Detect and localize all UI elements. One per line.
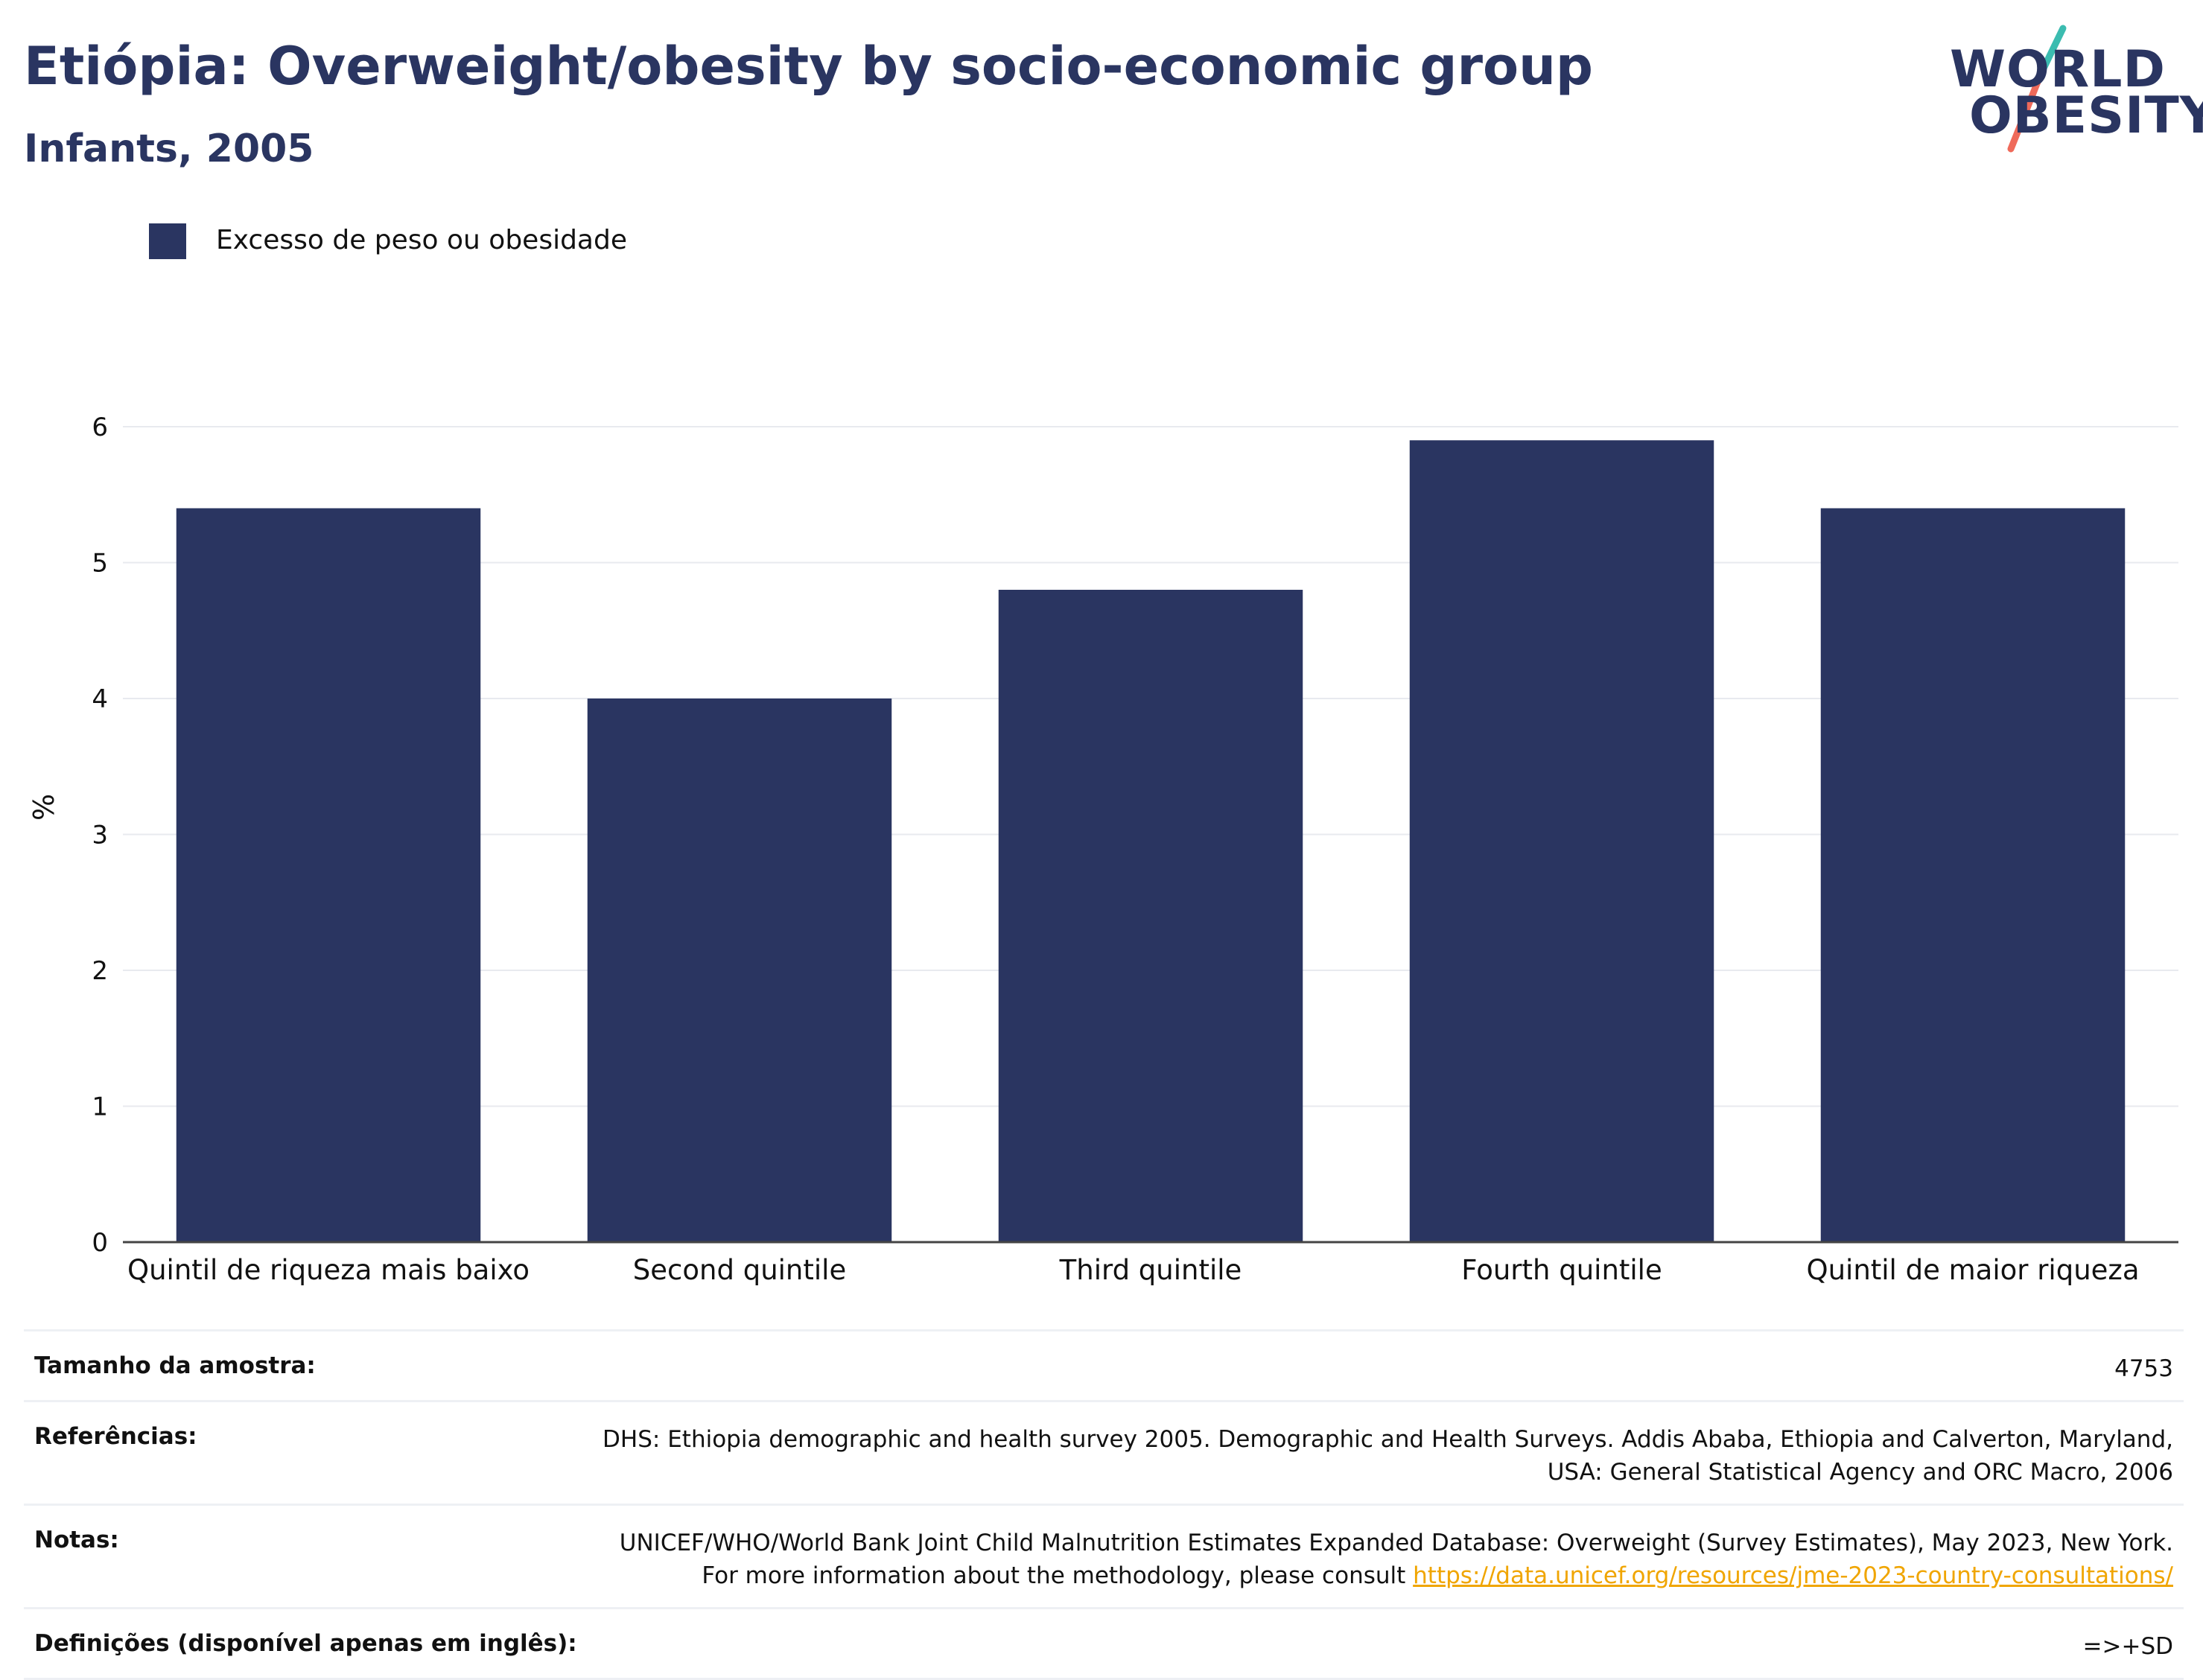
y-tick-label: 5 <box>92 549 108 579</box>
legend-swatch[interactable] <box>149 223 186 259</box>
y-tick-label: 6 <box>92 413 108 442</box>
info-row-sample-size: Tamanho da amostra: 4753 <box>24 1329 2184 1400</box>
logo-slash-bottom <box>2007 71 2044 153</box>
methodology-link[interactable]: https://data.unicef.org/resources/jme-20… <box>1413 1562 2173 1589</box>
logo-word-obesity: OBESITY <box>1969 86 2203 145</box>
info-row-references: Referências: DHS: Ethiopia demographic a… <box>24 1400 2184 1504</box>
chart-subtitle: Infants, 2005 <box>24 127 314 171</box>
y-tick-label: 4 <box>92 684 108 714</box>
notes-value: UNICEF/WHO/World Bank Joint Child Malnut… <box>594 1527 2173 1592</box>
y-tick-label: 3 <box>92 821 108 850</box>
y-tick-label: 1 <box>92 1092 108 1122</box>
x-tick-label: Quintil de riqueza mais baixo <box>127 1254 530 1286</box>
info-table: Tamanho da amostra: 4753 Referências: DH… <box>24 1329 2184 1680</box>
y-tick-label: 2 <box>92 956 108 986</box>
bar <box>587 699 892 1242</box>
chart-title: Etiópia: Overweight/obesity by socio-eco… <box>24 36 1594 97</box>
bar <box>1820 508 2126 1242</box>
y-axis-label: % <box>28 794 60 821</box>
logo-slash-top <box>2037 25 2067 78</box>
x-tick-label: Third quintile <box>1059 1254 1242 1286</box>
logo-word-world: WORLD <box>1950 40 2166 99</box>
legend-label[interactable]: Excesso de peso ou obesidade <box>216 225 627 255</box>
sample-size-label: Tamanho da amostra: <box>34 1352 316 1379</box>
notes-label: Notas: <box>34 1527 119 1553</box>
references-value: DHS: Ethiopia demographic and health sur… <box>603 1426 2173 1486</box>
y-tick-label: 0 <box>92 1228 108 1258</box>
definitions-label: Definições (disponível apenas em inglês)… <box>34 1630 577 1657</box>
x-tick-label: Second quintile <box>633 1254 846 1286</box>
sample-size-value: 4753 <box>2114 1355 2173 1382</box>
x-tick-label: Fourth quintile <box>1461 1254 1662 1286</box>
references-label: Referências: <box>34 1423 197 1450</box>
bar <box>1409 440 1714 1242</box>
definitions-value: =>+SD <box>2082 1633 2173 1660</box>
bar <box>176 508 481 1242</box>
info-row-definitions: Definições (disponível apenas em inglês)… <box>24 1607 2184 1680</box>
x-tick-label: Quintil de maior riqueza <box>1806 1254 2139 1286</box>
notes-text: UNICEF/WHO/World Bank Joint Child Malnut… <box>619 1530 2173 1589</box>
info-row-notes: Notas: UNICEF/WHO/World Bank Joint Child… <box>24 1504 2184 1607</box>
bar <box>998 590 1303 1242</box>
logo-slash-icon <box>2007 25 2067 153</box>
world-obesity-logo[interactable]: WORLD OBESITY <box>1936 22 2203 156</box>
bar-chart: 0 1 2 3 4 5 6% Quintil de riqueza mais baixo Sec… <box>28 413 2178 1286</box>
